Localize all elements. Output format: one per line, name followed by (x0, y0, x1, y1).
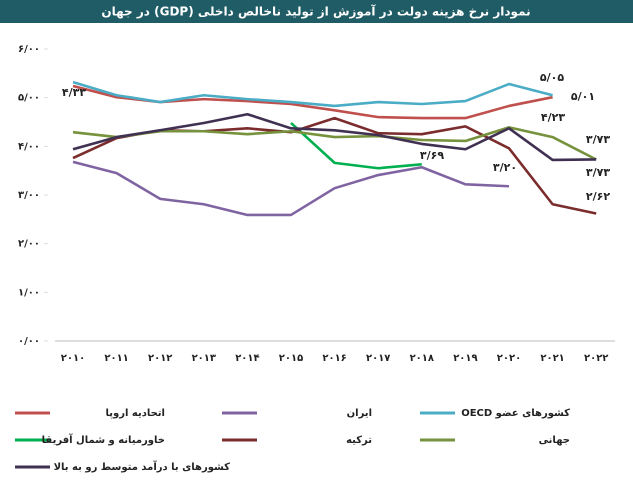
x-tick-label: ۲۰۲۱ (540, 353, 564, 364)
x-tick-label: ۲۰۱۵ (279, 353, 303, 364)
title-bar (0, 0, 633, 23)
y-tick-label: ۴/۰۰ (18, 141, 40, 152)
annotation: ۳/۶۹ (420, 149, 444, 162)
x-tick-label: ۲۰۱۲ (148, 353, 172, 364)
series-line (72, 160, 510, 217)
legend-label: ترکیه (346, 435, 372, 446)
legend-label: ایران (347, 408, 372, 419)
x-tick-label: ۲۰۱۶ (322, 353, 346, 364)
y-tick-label: ۶/۰۰ (18, 44, 40, 55)
x-tick-label: ۲۰۱۳ (192, 353, 216, 364)
chart-title: نمودار نرخ هزینه دولت در آموزش از تولید … (101, 4, 530, 20)
x-tick-label: ۲۰۱۱ (104, 353, 128, 364)
x-tick-label: ۲۰۲۲ (584, 353, 608, 364)
y-tick-label: ۵/۰۰ (18, 93, 40, 104)
y-tick-label: ۱/۰۰ (18, 287, 40, 298)
series-line (290, 122, 422, 170)
legend-label: کشورهای با درآمد متوسط رو به بالا (54, 460, 231, 473)
x-tick-label: ۲۰۱۸ (410, 353, 434, 364)
annotation: ۵/۰۱ (571, 90, 595, 103)
x-tick-label: ۲۰۱۷ (366, 353, 390, 364)
y-tick-label: ۰/۰۰ (18, 336, 40, 347)
legend-label: جهانی (539, 435, 570, 446)
legend-label: اتحادیه اروپا (106, 408, 166, 419)
series-line (72, 112, 597, 162)
x-tick-label: ۲۰۱۴ (235, 353, 259, 364)
annotation: ۳/۲۰ (493, 161, 517, 174)
y-tick-label: ۲/۰۰ (18, 239, 40, 250)
annotation: ۵/۰۵ (540, 71, 564, 84)
series-line (72, 80, 553, 108)
legend-label: کشورهای عضو OECD (461, 408, 570, 419)
annotation: ۳/۷۳ (586, 133, 610, 146)
legend-label: خاورمیانه و شمال آفریقا (42, 433, 165, 446)
annotation: ۲/۶۲ (586, 190, 610, 203)
annotation: ۴/۲۳ (541, 111, 565, 124)
x-tick-label: ۲۰۱۰ (61, 353, 85, 364)
series-line (72, 84, 553, 120)
x-tick-label: ۲۰۲۰ (497, 353, 521, 364)
y-tick-label: ۳/۰۰ (18, 190, 40, 201)
x-tick-label: ۲۰۱۹ (453, 353, 477, 364)
annotation: ۴/۳۳ (62, 86, 86, 99)
annotation: ۳/۷۳ (586, 166, 610, 179)
